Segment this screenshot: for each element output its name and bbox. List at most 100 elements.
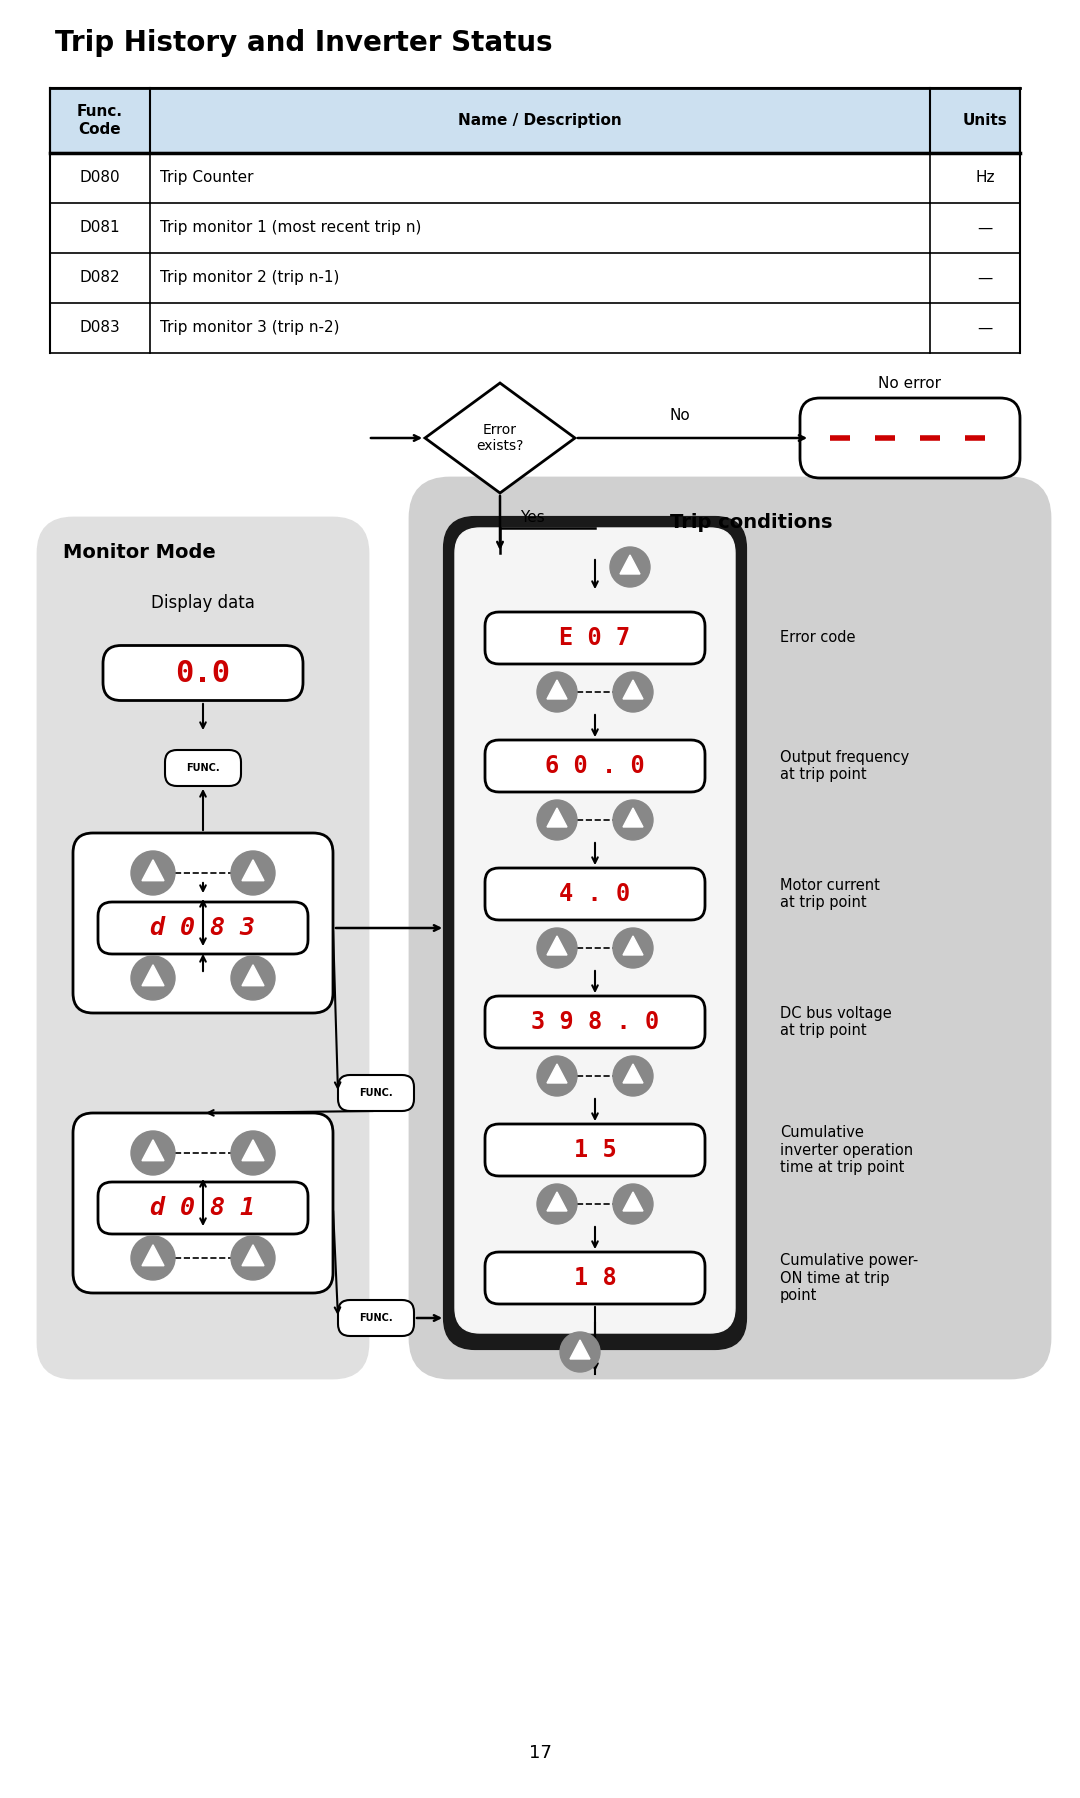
FancyBboxPatch shape [98,903,308,955]
Text: 2: 2 [630,1201,636,1210]
FancyBboxPatch shape [98,1181,308,1233]
Circle shape [537,672,577,712]
Text: Error
exists?: Error exists? [476,423,524,453]
Text: Display data: Display data [151,593,255,611]
Polygon shape [570,1340,590,1359]
Text: 2: 2 [251,976,256,985]
Polygon shape [623,680,643,699]
Text: Cumulative
inverter operation
time at trip point: Cumulative inverter operation time at tr… [780,1126,913,1174]
Text: 2: 2 [251,870,256,879]
Text: Trip conditions: Trip conditions [670,514,833,532]
Text: 1: 1 [554,946,559,955]
Text: FUNC.: FUNC. [360,1088,393,1099]
Text: Trip Counter: Trip Counter [160,171,254,185]
Text: —: — [977,221,993,236]
FancyBboxPatch shape [485,1251,705,1304]
Text: FUNC.: FUNC. [186,762,220,773]
Text: 1 5: 1 5 [573,1138,617,1162]
Text: 1: 1 [150,1255,156,1264]
Circle shape [610,547,650,586]
FancyBboxPatch shape [73,1113,333,1293]
FancyBboxPatch shape [410,478,1050,1377]
Text: Trip History and Inverter Status: Trip History and Inverter Status [55,29,553,58]
Polygon shape [623,807,643,827]
Text: 2: 2 [627,565,633,574]
FancyBboxPatch shape [485,868,705,921]
Text: 1: 1 [554,818,559,827]
Polygon shape [620,556,640,574]
Text: Trip monitor 2 (trip n-1): Trip monitor 2 (trip n-1) [160,270,339,286]
Text: D083: D083 [80,320,120,336]
Text: 3 9 8 . 0: 3 9 8 . 0 [531,1010,659,1034]
FancyBboxPatch shape [485,741,705,791]
Text: Yes: Yes [519,511,544,525]
Polygon shape [141,966,164,985]
Text: D082: D082 [80,270,120,286]
Text: Output frequency
at trip point: Output frequency at trip point [780,750,909,782]
Circle shape [131,850,175,895]
Text: 17: 17 [528,1744,552,1762]
Text: 1: 1 [554,1073,559,1082]
FancyBboxPatch shape [445,518,745,1348]
FancyBboxPatch shape [338,1300,414,1336]
Text: d 0 8 3: d 0 8 3 [150,915,256,940]
Text: Units: Units [962,113,1008,128]
Circle shape [613,672,653,712]
Circle shape [131,1131,175,1176]
Text: 2: 2 [630,818,636,827]
Text: Trip monitor 1 (most recent trip n): Trip monitor 1 (most recent trip n) [160,221,421,236]
Text: 2: 2 [251,1151,256,1160]
Circle shape [231,850,275,895]
Polygon shape [242,1140,264,1162]
Text: D080: D080 [80,171,120,185]
Text: 2: 2 [251,1255,256,1264]
Text: d 0 8 1: d 0 8 1 [150,1196,256,1221]
Circle shape [537,1185,577,1224]
Text: 4 . 0: 4 . 0 [559,883,631,906]
Text: 1: 1 [554,689,559,698]
Polygon shape [141,1140,164,1162]
Text: 2: 2 [630,946,636,955]
Text: 1: 1 [150,1151,156,1160]
Circle shape [613,928,653,967]
Text: 1 8: 1 8 [573,1266,617,1289]
Polygon shape [546,1192,567,1212]
FancyBboxPatch shape [485,996,705,1048]
Text: 1: 1 [150,870,156,879]
Circle shape [231,1131,275,1176]
FancyBboxPatch shape [73,832,333,1012]
FancyBboxPatch shape [103,645,303,701]
Circle shape [561,1332,600,1372]
Circle shape [131,957,175,1000]
FancyBboxPatch shape [485,611,705,663]
Polygon shape [242,859,264,881]
FancyBboxPatch shape [165,750,241,786]
Text: No error: No error [878,376,942,390]
Bar [50,88,1020,153]
Text: Func.
Code: Func. Code [77,104,123,137]
Circle shape [537,1055,577,1097]
Text: 6 0 . 0: 6 0 . 0 [545,753,645,779]
Text: D081: D081 [80,221,120,236]
Text: Trip monitor 3 (trip n-2): Trip monitor 3 (trip n-2) [160,320,339,336]
Circle shape [613,1055,653,1097]
FancyBboxPatch shape [485,1124,705,1176]
Circle shape [613,800,653,840]
Polygon shape [546,1064,567,1082]
FancyBboxPatch shape [38,518,368,1377]
Polygon shape [546,680,567,699]
Text: 2: 2 [630,1073,636,1082]
Circle shape [613,1185,653,1224]
Polygon shape [242,966,264,985]
Circle shape [537,928,577,967]
FancyBboxPatch shape [455,529,735,1332]
Polygon shape [141,859,164,881]
Text: 1: 1 [577,1350,583,1359]
Text: Error code: Error code [780,631,855,645]
Polygon shape [242,1244,264,1266]
Text: 2: 2 [630,689,636,698]
Polygon shape [623,1192,643,1212]
Polygon shape [546,937,567,955]
Circle shape [537,800,577,840]
Text: Hz: Hz [975,171,995,185]
